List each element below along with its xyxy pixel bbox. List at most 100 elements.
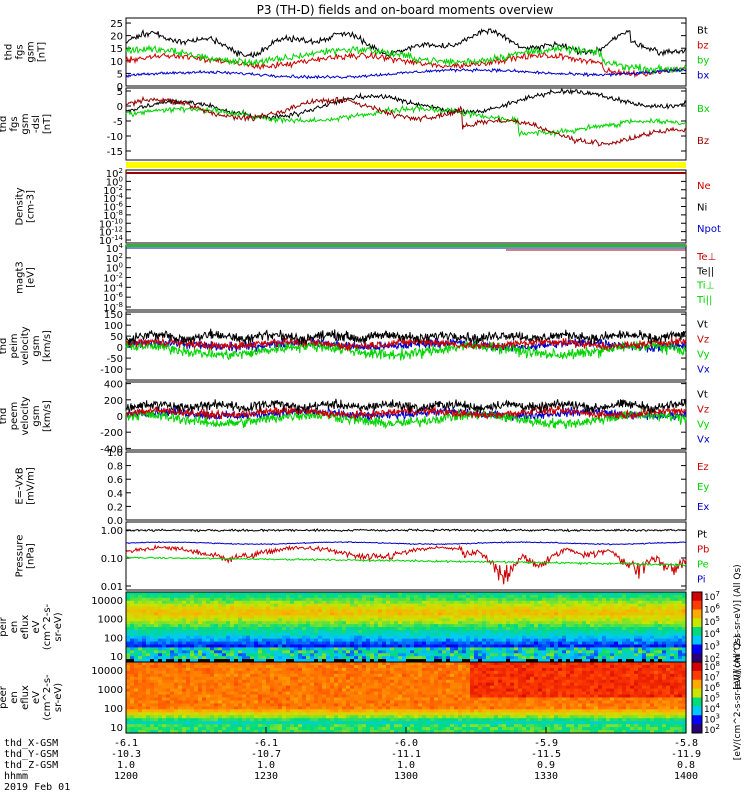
spectrogram-cell xyxy=(670,656,675,660)
spectrogram-cell xyxy=(190,638,195,643)
spectrogram-cell xyxy=(554,606,559,611)
spectrogram-cell xyxy=(318,682,323,687)
spectrogram-cell xyxy=(586,621,591,625)
spectrogram-cell xyxy=(570,641,575,646)
spectrogram-cell xyxy=(310,676,315,681)
spectrogram-cell xyxy=(246,615,251,619)
ylabel-line: thd xyxy=(4,44,15,61)
spectrogram-cell xyxy=(438,653,443,657)
spectrogram-cell xyxy=(398,653,403,657)
spectrogram-cell xyxy=(174,653,179,657)
spectrogram-cell xyxy=(170,641,175,646)
spectrogram-cell xyxy=(138,673,143,678)
spectrogram-cell xyxy=(262,653,267,657)
spectrogram-cell xyxy=(346,592,351,596)
spectrogram-cell xyxy=(270,647,275,651)
spectrogram-cell xyxy=(146,638,151,643)
spectrogram-cell xyxy=(298,694,303,699)
y-tick-label: 100 xyxy=(104,321,123,332)
legend-label-pe: Pe xyxy=(697,560,709,571)
spectrogram-cell xyxy=(230,679,235,684)
spectrogram-cell xyxy=(506,624,511,628)
spectrogram-cell xyxy=(158,727,163,731)
spectrogram-cell xyxy=(626,627,631,631)
spectrogram-cell xyxy=(418,606,423,611)
spectrogram-cell xyxy=(382,638,387,643)
spectrogram-cell xyxy=(470,647,475,651)
spectrogram-cell xyxy=(422,615,427,619)
spectrogram-cell xyxy=(662,653,667,657)
spectrogram-cell xyxy=(290,676,295,681)
spectrogram-cell xyxy=(346,676,351,681)
spectrogram-cell xyxy=(414,594,419,599)
spectrogram-cell xyxy=(570,638,575,643)
y-tick-label: 50 xyxy=(110,332,123,343)
spectrogram-cell xyxy=(314,656,319,660)
spectrogram-cell xyxy=(162,606,167,611)
spectrogram-cell xyxy=(146,727,151,731)
spectrogram-cell xyxy=(342,597,347,602)
spectrogram-cell xyxy=(330,667,335,672)
spectrogram-cell xyxy=(178,715,183,719)
spectrogram-cell xyxy=(322,730,327,734)
spectrogram-cell xyxy=(578,621,583,625)
spectrogram-cell xyxy=(622,600,627,605)
spectrogram-cell xyxy=(214,727,219,731)
spectrogram-cell xyxy=(310,659,315,663)
spectrogram-cell xyxy=(338,676,343,681)
spectrogram-cell xyxy=(162,682,167,687)
spectrogram-cell xyxy=(614,612,619,616)
spectrogram-cell xyxy=(382,659,387,663)
spectrogram-cell xyxy=(138,641,143,646)
spectrogram-cell xyxy=(598,632,603,637)
spectrogram-cell xyxy=(298,727,303,731)
spectrogram-cell xyxy=(190,664,195,669)
spectrogram-cell xyxy=(250,724,255,728)
spectrogram-cell xyxy=(318,685,323,690)
spectrogram-cell xyxy=(278,609,283,614)
spectrogram-cell xyxy=(394,638,399,643)
spectrogram-cell xyxy=(282,718,287,722)
spectrogram-cell xyxy=(490,653,495,657)
spectrogram-cell xyxy=(314,664,319,669)
spectrogram-cell xyxy=(310,627,315,631)
spectrogram-cell xyxy=(622,594,627,599)
spectrogram-cell xyxy=(318,627,323,631)
spectrogram-cell xyxy=(278,635,283,640)
spectrogram-cell xyxy=(418,653,423,657)
y-tick-label: 100 xyxy=(104,633,123,644)
spectrogram-cell xyxy=(262,612,267,616)
spectrogram-cell xyxy=(226,712,231,716)
spectrogram-cell xyxy=(666,638,671,643)
spectrogram-cell xyxy=(150,621,155,625)
spectrogram-cell xyxy=(222,647,227,651)
spectrogram-cell xyxy=(494,621,499,625)
spectrogram-cell xyxy=(322,688,327,693)
spectrogram-cell xyxy=(194,670,199,675)
spectrogram-cell xyxy=(390,641,395,646)
spectrogram-cell xyxy=(474,644,479,649)
spectrogram-cell xyxy=(182,647,187,651)
spectrogram-cell xyxy=(302,592,307,596)
spectrogram-cell xyxy=(670,606,675,611)
spectrogram-cell xyxy=(242,709,247,713)
spectrogram-cell xyxy=(562,638,567,643)
spectrogram-cell xyxy=(250,670,255,675)
spectrogram-cell xyxy=(138,659,143,663)
spectrogram-cell xyxy=(446,659,451,663)
spectrogram-cell xyxy=(294,673,299,678)
spectrogram-cell xyxy=(538,600,543,605)
spectrogram-cell xyxy=(306,609,311,614)
spectrogram-cell xyxy=(238,612,243,616)
spectrogram-cell xyxy=(154,621,159,625)
spectrogram-cell xyxy=(334,703,339,707)
spectrogram-cell xyxy=(346,727,351,731)
spectrogram-cell xyxy=(506,600,511,605)
spectrogram-cell xyxy=(166,730,171,734)
spectrogram-cell xyxy=(342,730,347,734)
spectrogram-cell xyxy=(258,700,263,705)
spectrogram-cell xyxy=(386,606,391,611)
spectrogram-cell xyxy=(246,594,251,599)
spectrogram-cell xyxy=(562,659,567,663)
spectrogram-cell xyxy=(390,635,395,640)
